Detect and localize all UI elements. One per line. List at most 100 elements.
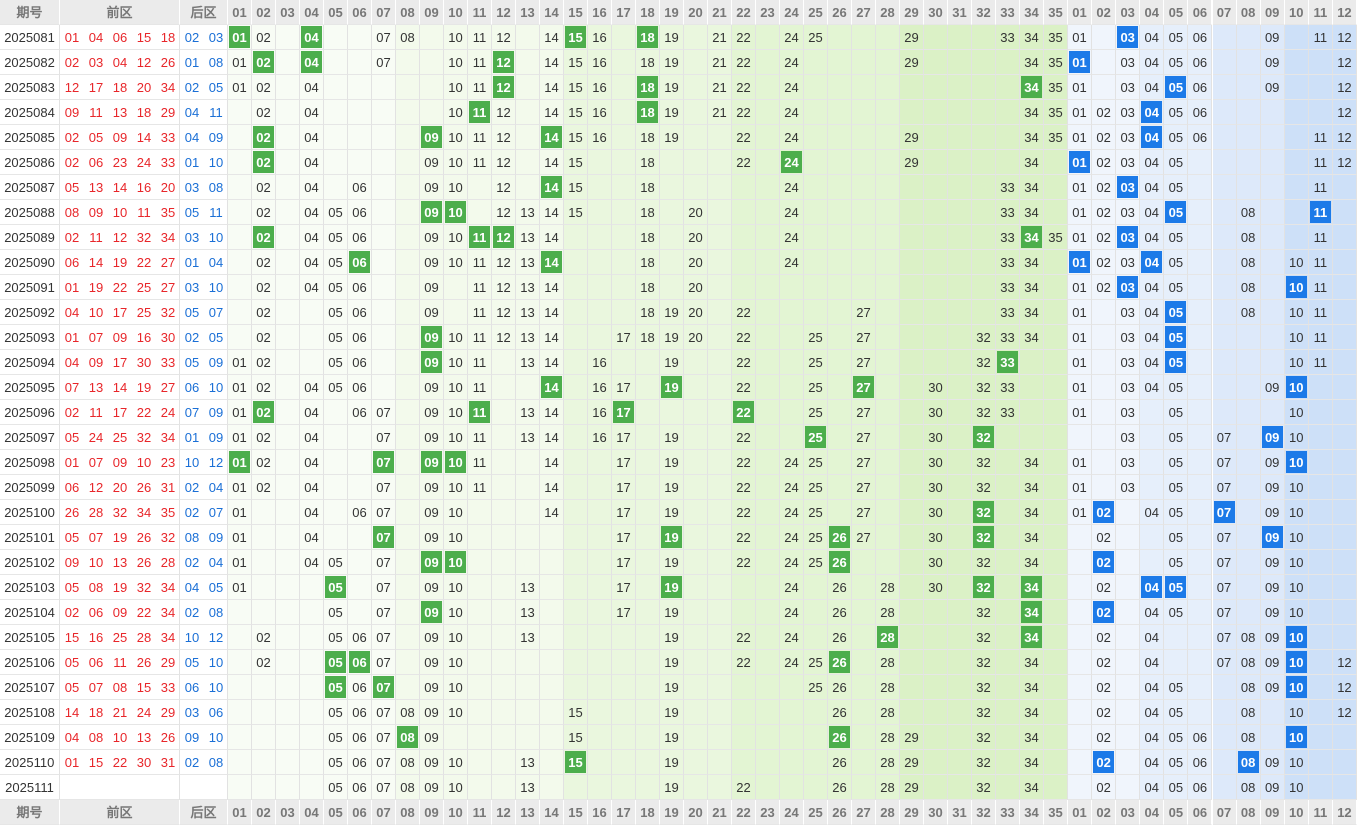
- hit-number: 32: [973, 576, 994, 598]
- front-number: 19: [112, 530, 128, 545]
- back-cell: 10: [1284, 775, 1309, 800]
- front-cell: 17: [612, 600, 636, 625]
- hit-number: 06: [349, 651, 370, 673]
- front-cell: 25: [804, 425, 828, 450]
- back-cell: 04: [1140, 50, 1165, 75]
- back-numbers: 01 09: [180, 425, 228, 450]
- issue: 2025110: [0, 750, 60, 775]
- front-number: 32: [136, 580, 152, 595]
- front-cell: 28: [876, 775, 900, 800]
- back-cell: [1068, 550, 1093, 575]
- front-cell: [276, 200, 300, 225]
- front-cell: 18: [636, 150, 660, 175]
- front-cell: 17: [612, 400, 636, 425]
- front-cell: [612, 250, 636, 275]
- front-cell: 02: [252, 225, 276, 250]
- front-cell: [588, 200, 612, 225]
- front-cell: 10: [444, 25, 468, 50]
- back-number: 05: [208, 80, 224, 95]
- front-cell: 26: [828, 725, 852, 750]
- hit-number: 05: [1165, 201, 1187, 223]
- front-number: 15: [64, 630, 80, 645]
- back-cell: 04: [1140, 575, 1165, 600]
- back-cell: 10: [1284, 250, 1309, 275]
- front-cell: 02: [252, 300, 276, 325]
- back-cell: [1212, 300, 1237, 325]
- front-cell: [636, 775, 660, 800]
- front-cell: [588, 300, 612, 325]
- front-cell: [948, 325, 972, 350]
- issue: 2025091: [0, 275, 60, 300]
- front-cell: [1044, 750, 1068, 775]
- front-cell: [276, 100, 300, 125]
- front-cell: [516, 700, 540, 725]
- front-cell: 12: [492, 25, 516, 50]
- front-cell: [372, 75, 396, 100]
- back-number: 10: [208, 230, 224, 245]
- back-cell: 10: [1284, 275, 1309, 300]
- front-cell: 34: [1020, 275, 1044, 300]
- front-cell: [876, 150, 900, 175]
- hit-number: 05: [1165, 301, 1187, 323]
- front-cell: [252, 725, 276, 750]
- back-cell: 12: [1332, 100, 1357, 125]
- back-cell: 07: [1212, 550, 1237, 575]
- front-cell: 09: [420, 150, 444, 175]
- back-cell: [1308, 525, 1333, 550]
- front-cell: 30: [924, 525, 948, 550]
- issue: 2025097: [0, 425, 60, 450]
- back-cell: 03: [1116, 375, 1141, 400]
- front-cell: [708, 650, 732, 675]
- front-col-header: 12: [492, 0, 516, 25]
- front-cell: [372, 275, 396, 300]
- front-cell: 01: [228, 500, 252, 525]
- front-cell: [612, 725, 636, 750]
- front-number: 13: [112, 105, 128, 120]
- back-cell: [1332, 725, 1357, 750]
- front-cell: 06: [348, 375, 372, 400]
- front-cell: [372, 300, 396, 325]
- back-cell: [1332, 325, 1357, 350]
- front-cell: [228, 175, 252, 200]
- back-number: 10: [184, 630, 200, 645]
- front-cell: [372, 200, 396, 225]
- front-cell: 19: [660, 775, 684, 800]
- front-cell: 02: [252, 400, 276, 425]
- front-cell: [756, 50, 780, 75]
- front-cell: 34: [1020, 475, 1044, 500]
- front-number: 15: [88, 755, 104, 770]
- front-cell: 32: [972, 675, 996, 700]
- front-cell: [1044, 575, 1068, 600]
- front-cell: [708, 725, 732, 750]
- front-cell: [804, 50, 828, 75]
- front-cell: 14: [540, 175, 564, 200]
- front-cell: [588, 150, 612, 175]
- front-cell: [876, 250, 900, 275]
- front-cell: 26: [828, 575, 852, 600]
- front-cell: 19: [660, 625, 684, 650]
- back-cell: [1068, 725, 1093, 750]
- front-number: 09: [88, 355, 104, 370]
- front-number: 06: [112, 30, 128, 45]
- front-cell: [708, 475, 732, 500]
- issue: 2025102: [0, 550, 60, 575]
- front-numbers: 02 06 23 24 33: [60, 150, 180, 175]
- back-cell: [1308, 475, 1333, 500]
- front-cell: 28: [876, 675, 900, 700]
- front-cell: [996, 425, 1020, 450]
- back-cell: 04: [1140, 350, 1165, 375]
- front-cell: 22: [732, 75, 756, 100]
- back-cell: 07: [1212, 525, 1237, 550]
- back-cell: 10: [1284, 625, 1309, 650]
- front-cell: 04: [300, 500, 324, 525]
- front-cell: [540, 650, 564, 675]
- front-cell: [564, 500, 588, 525]
- hit-number: 09: [421, 201, 442, 223]
- front-cell: [348, 75, 372, 100]
- front-cell: 01: [228, 550, 252, 575]
- front-header: 前区: [60, 800, 180, 825]
- back-number: 11: [209, 105, 223, 120]
- front-cell: [516, 500, 540, 525]
- hit-number: 11: [469, 101, 490, 123]
- front-cell: 10: [444, 775, 468, 800]
